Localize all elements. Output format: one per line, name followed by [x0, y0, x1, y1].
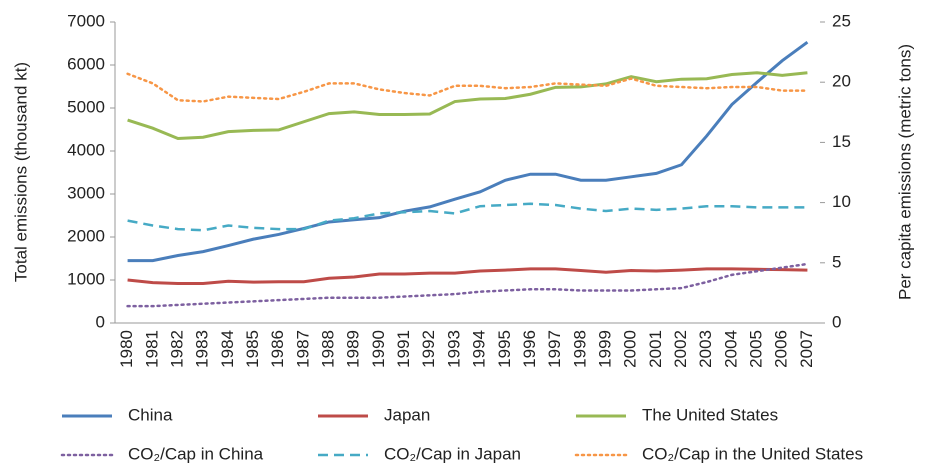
legend-label: CO₂/Cap in China [128, 444, 264, 463]
x-tick-label: 1999 [595, 330, 614, 368]
x-tick-label: 2004 [721, 330, 740, 368]
series-line [127, 71, 808, 141]
legend-label: CO₂/Cap in the United States [642, 444, 863, 463]
series-line [127, 202, 808, 232]
x-tick-label: 2000 [621, 330, 640, 368]
y2-tick-label: 20 [832, 72, 851, 91]
x-tick-label: 1982 [167, 330, 186, 368]
x-tick-label: 1996 [520, 330, 539, 368]
x-tick-label: 1993 [444, 330, 463, 368]
x-tick-label: 1992 [419, 330, 438, 368]
x-tick-label: 2003 [696, 330, 715, 368]
x-tick-label: 2002 [671, 330, 690, 368]
x-tick-label: 2005 [747, 330, 766, 368]
y-tick-label: 4000 [67, 140, 105, 159]
series-line [126, 262, 809, 308]
x-tick-label: 1994 [470, 330, 489, 368]
x-tick-label: 1985 [243, 330, 262, 368]
x-tick-label: 1981 [142, 330, 161, 368]
x-tick-label: 1980 [117, 330, 136, 368]
legend-label: China [128, 405, 173, 424]
series-line [126, 72, 809, 103]
y2-tick-label: 5 [832, 252, 841, 271]
y-axis-title: Total emissions (thousand kt) [11, 62, 30, 282]
y-tick-label: 2000 [67, 226, 105, 245]
y2-axis-title: Per capita emissions (metric tons) [895, 44, 914, 300]
x-tick-label: 1988 [319, 330, 338, 368]
x-tick-label: 1995 [495, 330, 514, 368]
y2-tick-label: 10 [832, 192, 851, 211]
x-tick-label: 1986 [268, 330, 287, 368]
series-line [127, 267, 808, 285]
x-tick-label: 2007 [797, 330, 816, 368]
y-tick-label: 1000 [67, 269, 105, 288]
x-tick-label: 1987 [293, 330, 312, 368]
y2-tick-label: 25 [832, 11, 851, 30]
legend-label: Japan [384, 405, 430, 424]
x-tick-label: 2001 [646, 330, 665, 368]
x-tick-label: 2006 [772, 330, 791, 368]
x-tick-label: 1983 [193, 330, 212, 368]
y-tick-label: 7000 [67, 11, 105, 30]
legend-label: The United States [642, 405, 778, 424]
x-tick-label: 1997 [545, 330, 564, 368]
x-tick-label: 1991 [394, 330, 413, 368]
y-tick-label: 3000 [67, 183, 105, 202]
series-line [127, 41, 809, 263]
y2-tick-label: 15 [832, 132, 851, 151]
y-tick-label: 6000 [67, 54, 105, 73]
x-tick-label: 1984 [218, 330, 237, 368]
y-tick-label: 5000 [67, 97, 105, 116]
x-tick-label: 1998 [570, 330, 589, 368]
legend-label: CO₂/Cap in Japan [384, 444, 521, 463]
x-tick-label: 1990 [369, 330, 388, 368]
y2-tick-label: 0 [832, 312, 841, 331]
x-tick-label: 1989 [344, 330, 363, 368]
y-tick-label: 0 [96, 312, 105, 331]
